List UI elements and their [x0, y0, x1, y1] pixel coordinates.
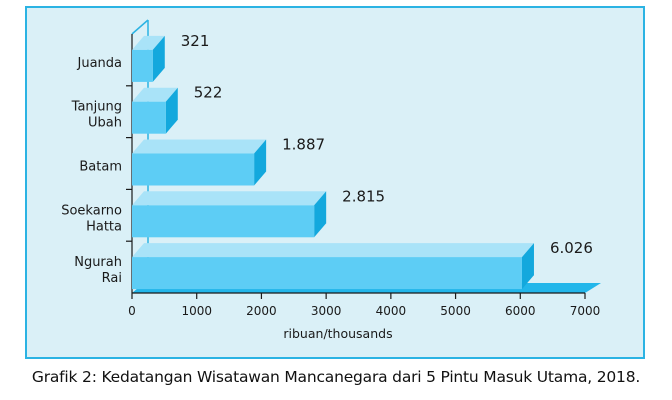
x-tick-label: 1000	[181, 304, 212, 318]
bar-top-face	[132, 191, 327, 206]
bar	[132, 257, 522, 290]
x-tick-label: 2000	[246, 304, 277, 318]
data-label: 2.815	[342, 187, 385, 205]
category-label: Rai	[102, 271, 122, 286]
category-label: Batam	[79, 160, 122, 175]
bar-side-face	[254, 139, 267, 186]
data-label: 522	[194, 84, 223, 102]
x-tick-label: 7000	[570, 304, 601, 318]
category-label: Ngurah	[74, 255, 122, 270]
data-label: 321	[181, 32, 210, 50]
data-label: 1.887	[282, 136, 325, 154]
bar-side-face	[314, 191, 327, 238]
bar	[132, 49, 153, 82]
bar-side-face	[152, 35, 165, 82]
bar-top-face	[132, 243, 534, 258]
category-label: Juanda	[77, 56, 123, 71]
bar-top-face	[132, 139, 267, 154]
x-tick-label: 6000	[505, 304, 536, 318]
bar-chart: 0 1000 2000 3000 4000 5000 6000 7000 321 Juanda 5…	[25, 6, 645, 359]
bar	[132, 101, 166, 134]
x-tick-label: 5000	[440, 304, 471, 318]
category-label: Tanjung	[71, 100, 122, 115]
category-label: Ubah	[88, 116, 122, 131]
chart-panel: 0 1000 2000 3000 4000 5000 6000 7000 321 Juanda 5…	[25, 6, 645, 359]
x-tick-label: 4000	[376, 304, 407, 318]
x-axis-title: ribuan/thousands	[283, 326, 392, 341]
bar-side-face	[165, 87, 178, 134]
back-wall-top-line	[131, 19, 149, 35]
bar-side-face	[521, 243, 534, 290]
category-label: Soekarno	[61, 203, 122, 218]
bar	[132, 153, 255, 186]
x-tick-label: 0	[128, 304, 136, 318]
figure-caption: Grafik 2: Kedatangan Wisatawan Mancanega…	[31, 368, 641, 386]
bar-top-face	[132, 35, 165, 50]
bar-top-face	[132, 87, 178, 102]
data-label: 6.026	[550, 239, 593, 257]
x-tick-label: 3000	[311, 304, 342, 318]
chart-background	[25, 6, 645, 359]
category-label: Hatta	[86, 219, 122, 234]
bar	[132, 205, 315, 238]
